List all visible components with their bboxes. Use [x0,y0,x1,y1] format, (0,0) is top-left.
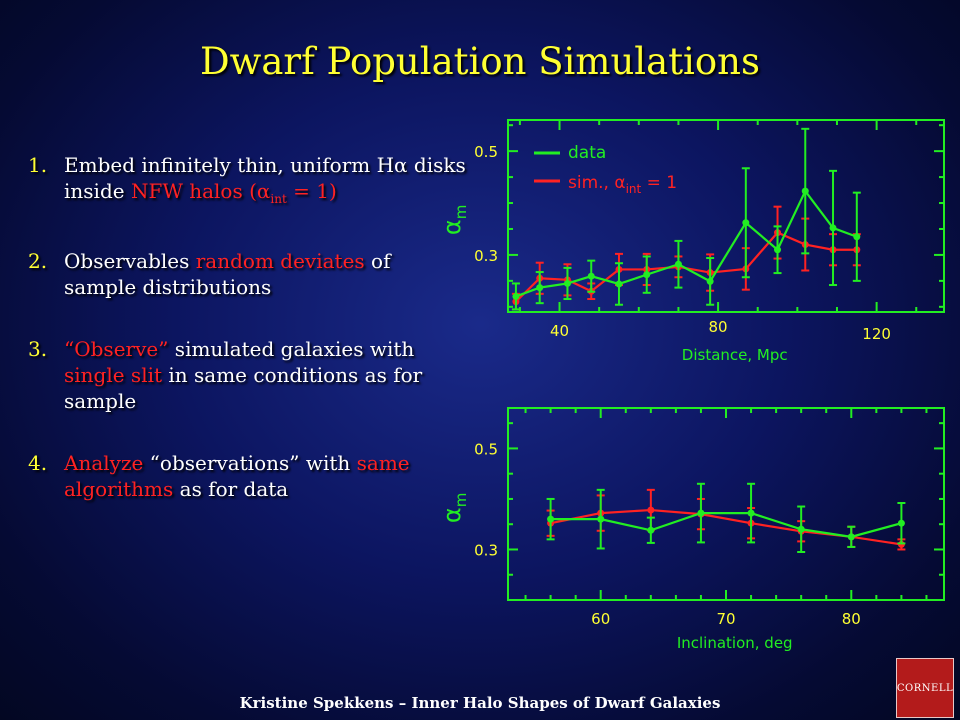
x-tick-label: 80 [709,318,728,336]
sim-series [511,205,861,311]
data-series [546,482,906,553]
bullet-text: Observables [64,249,196,273]
y-tick-label: 0.3 [474,247,498,265]
bullet-text: of sample distributions [64,249,391,299]
x-axis-label: Inclination, deg [677,634,793,652]
x-tick-label: 60 [591,610,610,628]
y-tick-label: 0.3 [474,541,498,559]
x-tick-label: 80 [842,610,861,628]
slide-title: Dwarf Population Simulations [200,40,760,83]
bullet-text: Embed infinitely thin, uniform H [64,153,395,177]
bullet-text: single slit [64,363,163,387]
bullet-text: simulated galaxies with [168,337,415,361]
legend-label-sim: sim., αint = 1 [568,173,677,196]
data-point [801,187,809,195]
series-line [550,511,902,538]
cornell-logo: CORNELL [896,658,954,718]
data-point [547,515,555,523]
legend-label-sim-sub: int [626,182,642,196]
bullet-item: 4. Analyze “observations” with same algo… [28,450,468,502]
bullet-text: = 1) [286,179,337,203]
inclination-chart: 60 70 80 0.3 0.5 Inclination, deg αm [440,407,945,652]
data-point [643,271,651,279]
plot-area: 60 70 80 0.3 0.5 Inclination, deg αm [440,407,945,652]
data-point [829,224,837,232]
x-tick-label: 40 [550,322,569,340]
data-point [615,280,623,288]
bullet-item: 1. Embed infinitely thin, uniform Hα dis… [28,152,468,212]
x-tick-label: 70 [716,610,735,628]
data-point [747,509,755,517]
x-axis-label: Distance, Mpc [682,346,788,364]
data-point [647,506,655,514]
data-point [697,509,705,517]
data-point [797,525,805,533]
data-point [563,279,571,287]
bullet-number: 4. [28,451,48,475]
legend-label-sim-eq: = 1 [641,173,677,193]
plot-area: 40 80 120 0.3 0.5 Distance, Mpc αm [440,119,945,364]
plot-frame [507,407,945,601]
y-axis-label-sub: m [452,205,470,220]
bullet-text: same algorithms [64,451,410,501]
legend: data sim., αint = 1 [534,143,677,196]
y-axis-label: αm [440,205,470,235]
data-series [511,127,861,311]
bullet-text: as for data [173,477,289,501]
data-point [742,219,750,227]
y-axis-label-sub: m [452,493,470,508]
x-tick-label: 120 [862,325,891,343]
bullet-text: Analyze [64,451,144,475]
bullet-text: NFW halos [130,179,243,203]
data-point [587,272,595,280]
bullet-text: ( [242,179,257,203]
plot-frame [507,119,945,313]
data-point [847,533,855,541]
bullet-text: “observations” with [143,451,357,475]
y-axis-label: αm [440,493,470,523]
data-point [597,515,605,523]
bullet-text: random deviates [195,249,365,273]
legend-label-data: data [568,143,606,163]
data-point [853,233,861,241]
data-point [512,292,520,300]
legend-label-sim-main: sim., α [568,173,626,193]
data-point [647,526,655,534]
bullet-item: 3. “Observe” simulated galaxies with sin… [28,336,468,414]
bullet-number: 2. [28,249,48,273]
bullet-item: 2. Observables random deviates of sample… [28,248,468,300]
bullet-text: in same conditions as for sample [64,363,423,413]
data-point [706,277,714,285]
y-tick-label: 0.5 [474,440,498,458]
bullet-text: α [394,153,408,177]
bullet-number: 3. [28,337,48,361]
bullet-text: “Observe” [64,337,169,361]
data-point [674,260,682,268]
data-point [774,246,782,254]
bullet-text: α [256,179,271,203]
slide-footer: Kristine Spekkens – Inner Halo Shapes of… [239,694,721,712]
distance-chart: 40 80 120 0.3 0.5 Distance, Mpc αm data sim., αi… [440,119,945,364]
data-point [897,519,905,527]
data-point [536,284,544,292]
bullet-number: 1. [28,153,48,177]
bullet-text: disks inside [64,153,466,203]
y-tick-label: 0.5 [474,143,498,161]
bullet-text: int [270,192,287,206]
bullet-list: 1. Embed infinitely thin, uniform Hα dis… [28,152,468,538]
